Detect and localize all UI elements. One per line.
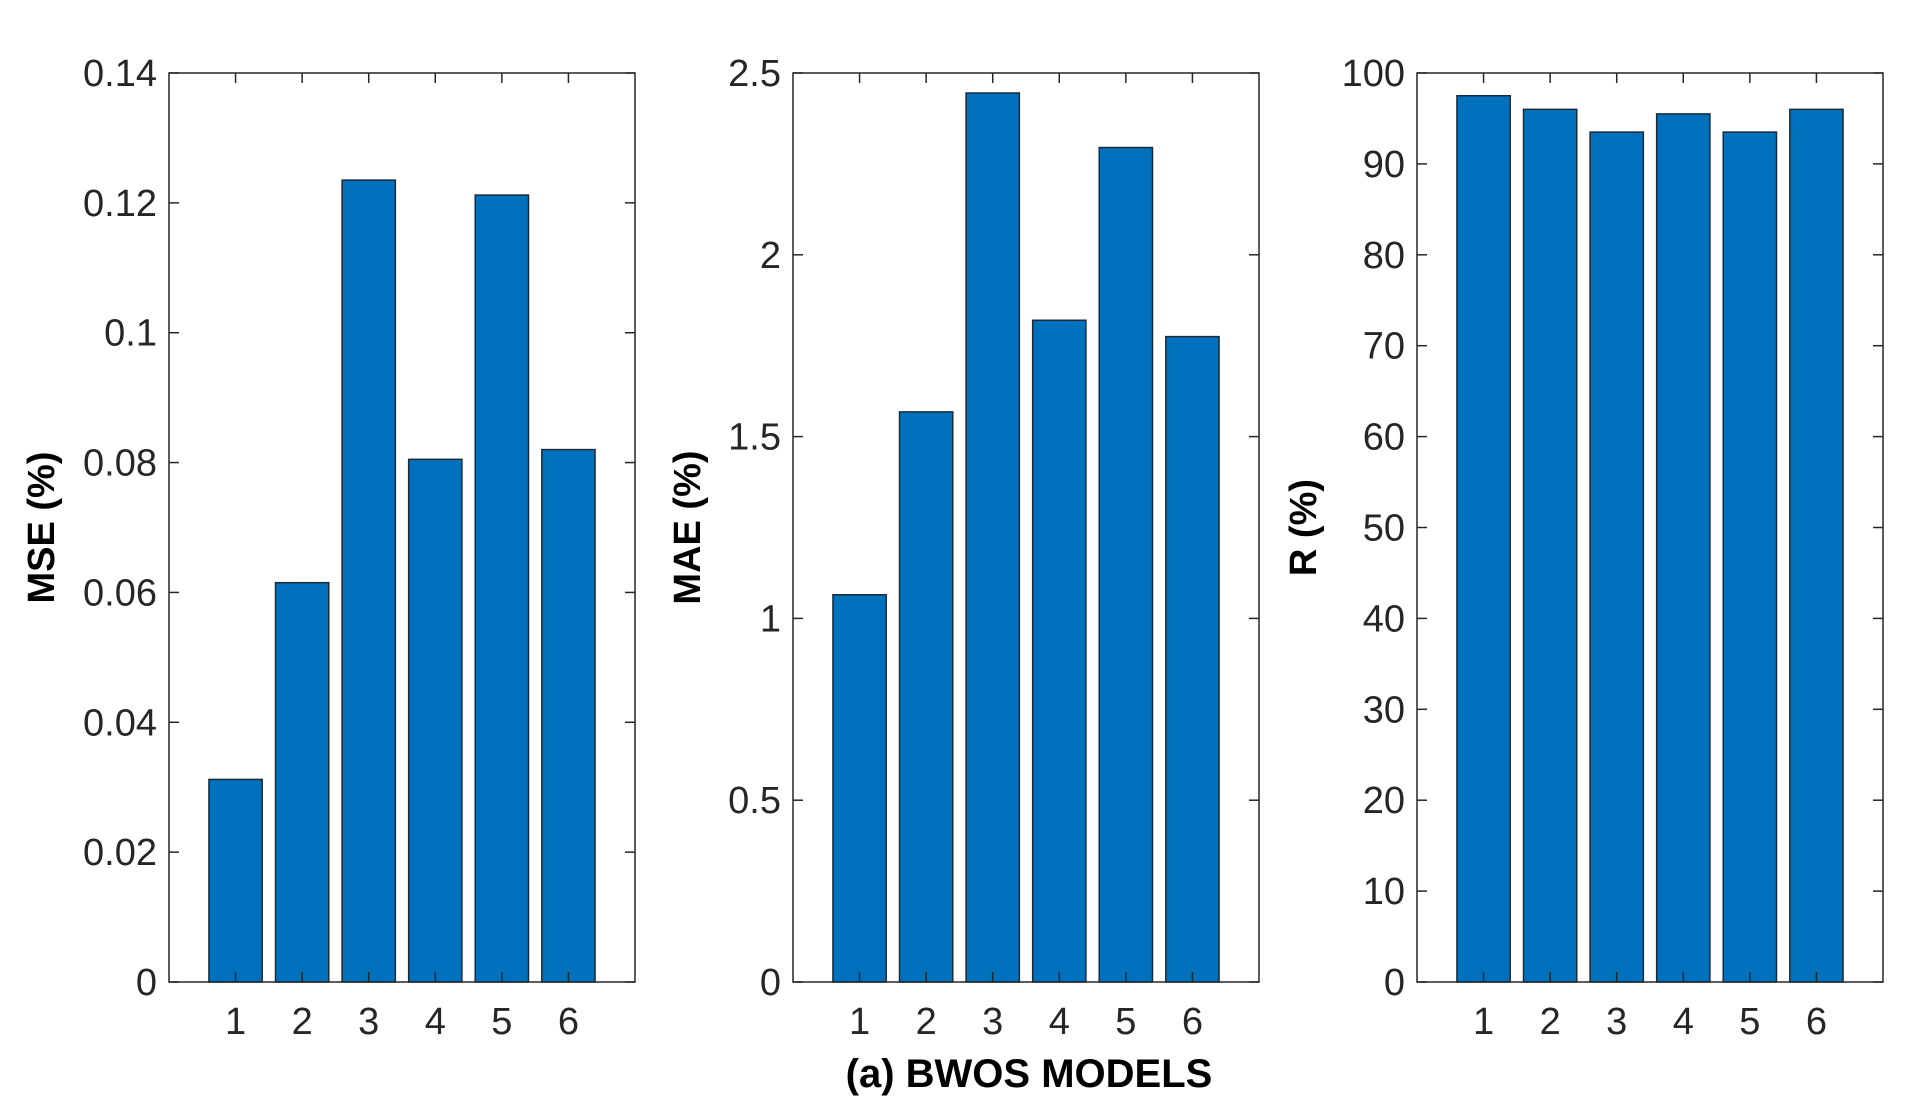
- x-tick-label: 5: [1115, 1001, 1136, 1043]
- x-tick-label: 3: [982, 1001, 1003, 1043]
- y-tick-label: 40: [1363, 598, 1405, 640]
- bar-5: [1098, 146, 1154, 983]
- bar-1: [1456, 94, 1511, 983]
- y-tick-label: 0.08: [83, 443, 157, 485]
- x-tick-label: 4: [425, 1001, 446, 1043]
- y-tick-label: 30: [1363, 689, 1405, 731]
- x-tick-label: 4: [1673, 1001, 1694, 1043]
- y-tick-label: 90: [1363, 144, 1405, 186]
- y-tick-label: 50: [1363, 508, 1405, 550]
- x-tick-label: 1: [849, 1001, 870, 1043]
- bar-4: [407, 458, 463, 983]
- y-tick-label: 80: [1363, 235, 1405, 277]
- x-tick-label: 5: [491, 1001, 512, 1043]
- bar-2: [898, 411, 954, 983]
- y-tick-label: 100: [1342, 53, 1405, 95]
- y-tick-label: 1.5: [728, 417, 781, 459]
- bar-5: [1722, 131, 1778, 983]
- chart-panels: 0 0.02 0.04 0.06 0.08 0.1 0.12 0.14 1 2 3 4 5 6 MSE (%…: [21, 53, 1884, 1043]
- y-tick-label: 0.06: [83, 572, 157, 614]
- figure-caption: (a) BWOS MODELS: [846, 1052, 1213, 1096]
- axes-box: [168, 72, 636, 983]
- chart-panel-2: 0 0.5 1 1.5 2 2.5 1 2 3 4 5 6 MAE (%): [667, 53, 1260, 1043]
- y-tick-label: 2: [760, 235, 781, 277]
- bar-6: [1165, 335, 1220, 983]
- y-axis-title: MAE (%): [667, 450, 709, 604]
- x-tick-label: 4: [1049, 1001, 1070, 1043]
- x-tick-label: 3: [358, 1001, 379, 1043]
- bar-6: [541, 448, 596, 983]
- y-tick-label: 20: [1363, 780, 1405, 822]
- x-tick-label: 2: [1540, 1001, 1561, 1043]
- axes-box: [792, 72, 1260, 983]
- bar-3: [965, 92, 1021, 983]
- bar-5: [474, 194, 530, 983]
- y-axis-title: R (%): [1283, 479, 1325, 576]
- y-tick-label: 10: [1363, 871, 1405, 913]
- x-tick-label: 2: [916, 1001, 937, 1043]
- bar-4: [1031, 319, 1087, 983]
- bar-3: [341, 179, 397, 983]
- y-tick-label: 0: [1384, 962, 1405, 1004]
- x-tick-label: 1: [1473, 1001, 1494, 1043]
- bar-3: [1589, 131, 1645, 983]
- chart-panel-1: 0 0.02 0.04 0.06 0.08 0.1 0.12 0.14 1 2 3 4 5 6 MSE (%…: [21, 53, 636, 1043]
- y-tick-label: 0: [760, 962, 781, 1004]
- y-tick-label: 60: [1363, 417, 1405, 459]
- y-tick-label: 70: [1363, 326, 1405, 368]
- bar-1: [208, 778, 263, 983]
- y-tick-label: 0: [136, 962, 157, 1004]
- y-tick-label: 0.02: [83, 832, 157, 874]
- x-tick-label: 6: [1182, 1001, 1203, 1043]
- y-tick-label: 0.04: [83, 702, 157, 744]
- x-tick-label: 3: [1606, 1001, 1627, 1043]
- y-axis-title: MSE (%): [21, 452, 63, 604]
- chart-panel-3: 0 10 20 30 40 50 60 70 80 90 100 1 2 3 4 5 6 R (%): [1283, 53, 1884, 1043]
- bar-2: [274, 581, 330, 983]
- y-tick-label: 0.5: [728, 780, 781, 822]
- y-tick-label: 0.14: [83, 53, 157, 95]
- y-tick-label: 0.1: [104, 313, 157, 355]
- y-tick-label: 2.5: [728, 53, 781, 95]
- y-tick-label: 0.12: [83, 183, 157, 225]
- x-tick-label: 2: [292, 1001, 313, 1043]
- y-tick-label: 1: [760, 598, 781, 640]
- bar-1: [832, 594, 887, 983]
- x-tick-label: 6: [1806, 1001, 1827, 1043]
- x-tick-label: 6: [558, 1001, 579, 1043]
- x-tick-label: 1: [225, 1001, 246, 1043]
- bar-6: [1789, 108, 1844, 983]
- bar-2: [1522, 108, 1578, 983]
- x-tick-label: 5: [1739, 1001, 1760, 1043]
- bar-4: [1655, 113, 1711, 983]
